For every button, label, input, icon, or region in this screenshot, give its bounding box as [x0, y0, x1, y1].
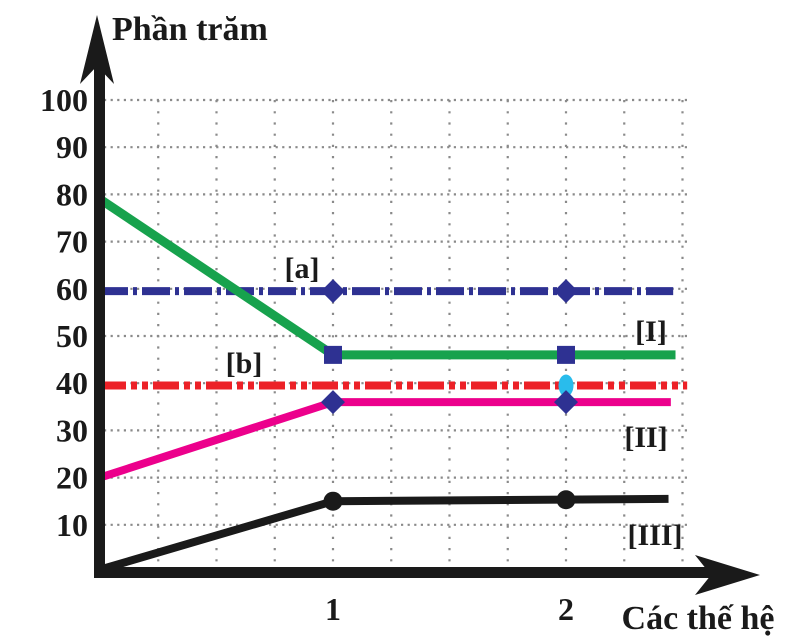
x-tick-label: 1: [325, 591, 341, 627]
series-line-III: [98, 494, 669, 574]
marker-circle-III: [323, 491, 343, 511]
series-label-III: [III]: [627, 519, 682, 552]
marker-square-I: [557, 345, 575, 364]
marker-diamond-a: [554, 279, 578, 304]
series-label-II: [II]: [624, 421, 667, 454]
y-tick-label: 70: [56, 224, 88, 260]
y-tick-label: 80: [56, 176, 88, 212]
series-label-a: [a]: [285, 252, 320, 285]
y-tick-label: 60: [56, 271, 88, 307]
marker-diamond-II: [554, 390, 578, 415]
y-tick-label: 20: [56, 460, 88, 496]
x-tick-label: 2: [558, 591, 574, 627]
marker-diamond-II: [321, 390, 345, 415]
series-label-I: [I]: [635, 315, 667, 348]
y-axis-arrowhead: [80, 15, 114, 84]
y-tick-label: 90: [56, 129, 88, 165]
series-label-b: [b]: [226, 347, 263, 380]
y-tick-label: 50: [56, 318, 88, 354]
y-tick-label: 100: [40, 82, 88, 118]
marker-square-I: [324, 345, 342, 364]
marker-diamond-a: [321, 279, 345, 304]
marker-ellipse-b: [558, 374, 574, 397]
y-tick-label: 40: [56, 365, 88, 401]
y-tick-label: 30: [56, 412, 88, 448]
series-line-II: [98, 398, 671, 482]
marker-circle-III: [556, 490, 576, 510]
y-tick-label: 10: [56, 507, 88, 543]
series-line-I: [97, 195, 676, 360]
x-axis-arrowhead: [695, 555, 760, 595]
y-axis-title: Phần trăm: [112, 11, 268, 48]
x-axis-title: Các thế hệ: [622, 600, 775, 637]
